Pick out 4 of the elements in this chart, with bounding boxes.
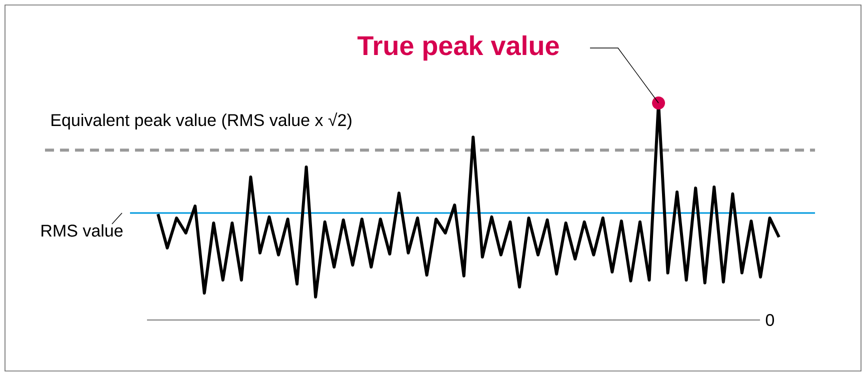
text: True peak value: [358, 35, 559, 61]
annotation: 0: [766, 314, 774, 326]
ref-line-label: RMS value: [42, 224, 123, 237]
ref-line-label: Equivalent peak value (RMS value x √2): [52, 112, 352, 130]
